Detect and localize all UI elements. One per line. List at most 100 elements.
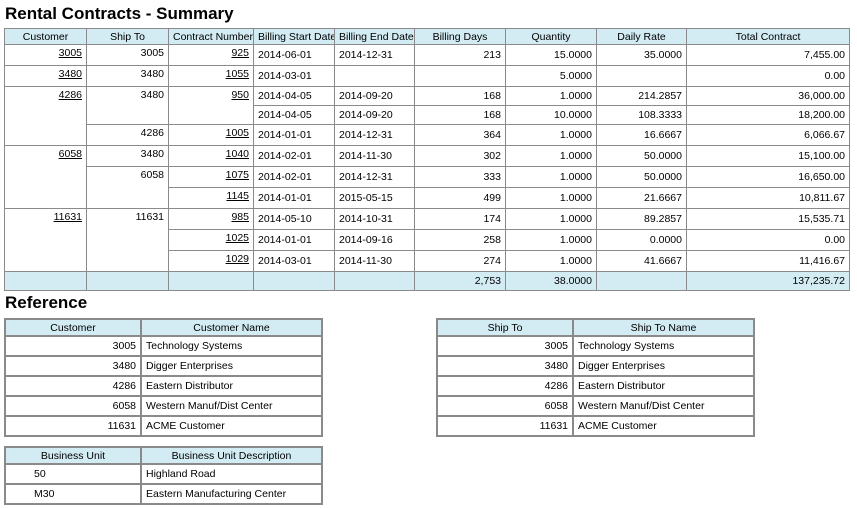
data-row: 6058 Western Manuf/Dist Center [436,395,755,417]
contract-number-link[interactable]: 950 [231,89,249,101]
column-header: Contract Number [168,28,254,45]
description: ACME Customer [572,415,755,437]
page-title: Rental Contracts - Summary [5,4,234,23]
contract-number: 1145 [168,187,254,209]
code: 3005 [4,335,142,357]
quantity: 1.0000 [505,187,597,209]
total-days: 2,753 [414,271,506,291]
code: 50 [4,463,142,485]
header-row: Customer Customer Name [4,318,323,337]
column-header: Billing Days [414,28,506,45]
ship-to-table: Ship To Ship To Name 3005 Technology System… [436,318,755,437]
code: 4286 [436,375,574,397]
customer-link[interactable]: 3480 [58,68,82,80]
summary-table: Customer Ship To Contract Number Billing St… [4,28,850,291]
column-header: Ship To [436,318,574,337]
header-row: Customer Ship To Contract Number Billing St… [4,28,850,45]
data-row: 4286 Eastern Distributor [436,375,755,397]
daily-rate: 89.2857 [596,208,687,230]
description: Western Manuf/Dist Center [572,395,755,417]
data-row: 4286 3480 950 2014-04-05 2014-09-20 168 1.0000… [4,86,850,146]
quantity: 1.0000 [505,166,597,188]
total-contract: 15,100.00 [686,145,850,167]
business-unit-table: Business Unit Business Unit Description 50… [4,446,323,505]
total-contract: 10,811.67 [686,187,850,209]
contract-number-link[interactable]: 1055 [225,68,249,80]
total-blank [4,271,87,291]
data-row: 3005 Technology Systems [4,335,323,357]
code: 4286 [4,375,142,397]
code: 6058 [4,395,142,417]
data-row: 1025 2014-01-01 2014-09-16 258 1.0000 0.0000 0… [5,229,850,251]
description: Eastern Distributor [572,375,755,397]
data-row: 6058 3480 1040 2014-02-01 2014-11-30 302 1.000… [4,145,850,209]
contract-number-link[interactable]: 1040 [225,148,249,160]
code: 3480 [4,355,142,377]
end-date: 2014-11-30 [334,145,415,167]
start-date: 2014-04-05 [253,105,335,125]
billing-days: 174 [414,208,506,230]
start-date: 2014-02-01 [253,145,335,167]
column-header: Customer [4,28,87,45]
header-row: Ship To Ship To Name [436,318,755,337]
ship-to: 4286 [86,124,169,146]
contract-number: 985 [168,208,254,230]
customer-link[interactable]: 11631 [53,211,82,223]
end-date: 2014-10-31 [334,208,415,230]
ship-to: 3480 [86,65,169,87]
contract-number: 1029 [168,250,254,272]
contract-number-link[interactable]: 925 [231,47,249,59]
contract-number: 950 [168,86,254,125]
description: ACME Customer [140,415,323,437]
customer-link[interactable]: 3005 [58,47,82,59]
contract-number-link[interactable]: 1029 [225,253,249,265]
ship-to: 3005 [86,44,169,66]
contract-number-link[interactable]: 1025 [225,232,249,244]
end-date [334,65,415,87]
description: Digger Enterprises [140,355,323,377]
data-row: 11631 11631 985 2014-05-10 2014-10-31 174 1.00… [4,208,850,272]
ship-to: 3480 [86,145,169,167]
contract-number-link[interactable]: 1005 [225,127,249,139]
total-contract: 6,066.67 [686,124,850,146]
customer-link[interactable]: 6058 [58,148,82,160]
contract-number-link[interactable]: 985 [231,211,249,223]
data-row: 11631 ACME Customer [4,415,323,437]
data-row: 2014-04-05 2014-09-20 168 10.0000 108.3333 18… [5,105,850,125]
billing-days: 333 [414,166,506,188]
description: Technology Systems [572,335,755,357]
total-contract: 0.00 [686,229,850,251]
daily-rate: 0.0000 [596,229,687,251]
contract-number-link[interactable]: 1075 [225,169,249,181]
customer: 3005 [4,44,87,66]
header-row: Business Unit Business Unit Description [4,446,323,465]
section-title: Reference [5,293,88,312]
total-contract: 15,535.71 [686,208,850,230]
description: Eastern Distributor [140,375,323,397]
billing-days: 499 [414,187,506,209]
quantity: 1.0000 [505,250,597,272]
quantity: 1.0000 [505,208,597,230]
start-date: 2014-05-10 [253,208,335,230]
data-row: 3005 Technology Systems [436,335,755,357]
customer: 6058 [4,145,87,209]
contract-number-link[interactable]: 1145 [226,190,249,202]
start-date: 2014-06-01 [253,44,335,66]
quantity: 1.0000 [505,124,597,146]
total-contract: 137,235.72 [686,271,850,291]
code: 11631 [4,415,142,437]
start-date: 2014-02-01 [253,166,335,188]
end-date: 2015-05-15 [334,187,415,209]
start-date: 2014-04-05 [253,86,335,106]
quantity: 5.0000 [505,65,597,87]
end-date: 2014-11-30 [334,250,415,272]
contract-number: 1075 [168,166,254,188]
total-contract: 18,200.00 [686,105,850,125]
start-date: 2014-03-01 [253,65,335,87]
total-quantity: 38.0000 [505,271,597,291]
data-row: M30 Eastern Manufacturing Center [4,483,323,505]
description: Eastern Manufacturing Center [140,483,323,505]
start-date: 2014-01-01 [253,187,335,209]
customer-link[interactable]: 4286 [58,89,82,101]
